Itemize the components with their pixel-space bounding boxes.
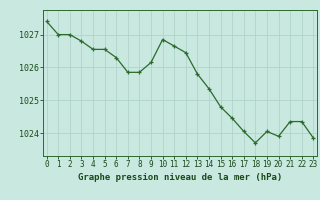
X-axis label: Graphe pression niveau de la mer (hPa): Graphe pression niveau de la mer (hPa) [78, 173, 282, 182]
